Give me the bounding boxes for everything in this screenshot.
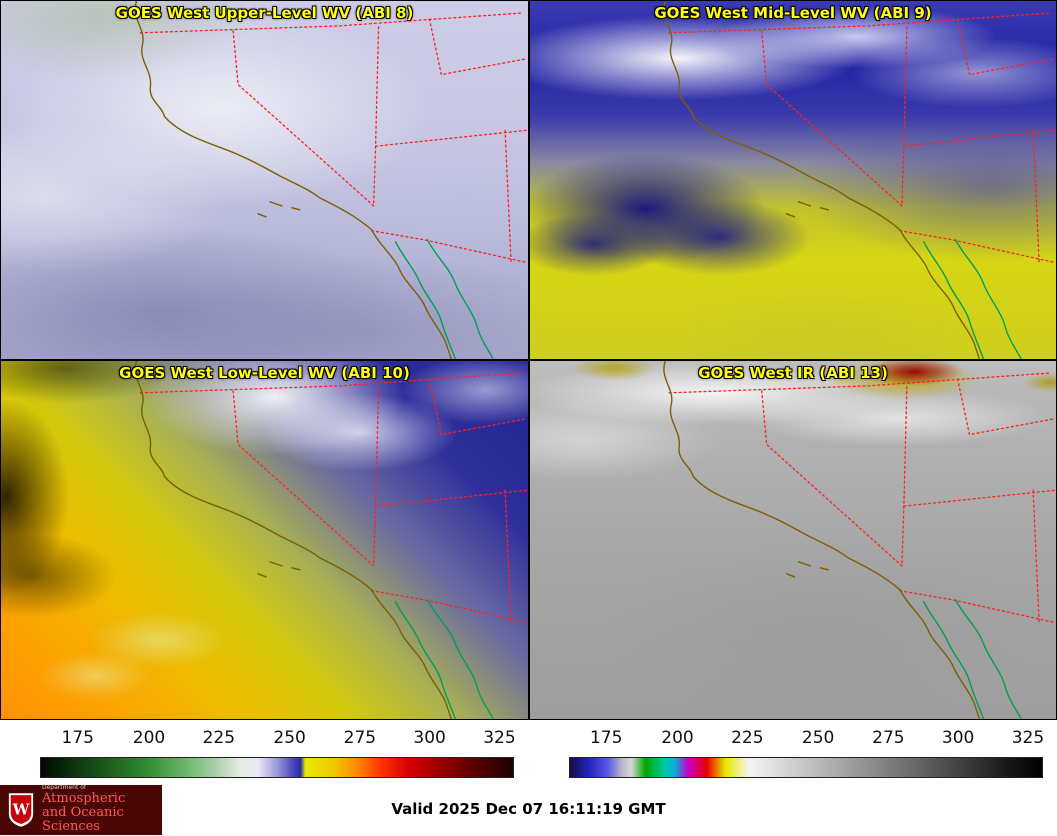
valid-time-label: Valid 2025 Dec 07 16:11:19 GMT bbox=[391, 800, 666, 818]
panel-low-level-wv: GOES West Low-Level WV (ABI 10) bbox=[0, 360, 529, 720]
colorbar-wv-gradient bbox=[40, 757, 514, 778]
logo-text: Department of Atmospheric and Oceanic Sc… bbox=[42, 785, 155, 834]
colorbar-tick: 275 bbox=[872, 728, 905, 748]
map-overlay bbox=[134, 1, 528, 359]
logo-dept-label: Department of bbox=[42, 784, 86, 792]
colorbar-tick: 325 bbox=[1011, 728, 1045, 748]
panel-title-ir: GOES West IR (ABI 13) bbox=[698, 364, 888, 382]
panel-title-low-wv: GOES West Low-Level WV (ABI 10) bbox=[119, 364, 410, 382]
colorbar-tick: 275 bbox=[343, 728, 377, 748]
image-grid: GOES West Upper-Level WV (ABI 8) GOES We… bbox=[0, 0, 1057, 720]
colorbar-tick: 300 bbox=[941, 728, 975, 748]
panel-title-upper-wv: GOES West Upper-Level WV (ABI 8) bbox=[115, 4, 414, 22]
panel-title-mid-wv: GOES West Mid-Level WV (ABI 9) bbox=[654, 4, 932, 22]
uw-aos-logo: W Department of Atmospheric and Oceanic … bbox=[0, 785, 162, 835]
colorbar-tick: 250 bbox=[273, 728, 306, 748]
uw-crest-icon: W bbox=[8, 793, 34, 827]
colorbar-ir: 175 200 225 250 275 300 325 bbox=[529, 720, 1057, 785]
map-overlay bbox=[663, 1, 1056, 359]
crest-letter: W bbox=[12, 801, 30, 819]
colorbar-tick: 175 bbox=[61, 728, 94, 748]
map-overlay bbox=[663, 361, 1056, 719]
panel-mid-level-wv: GOES West Mid-Level WV (ABI 9) bbox=[529, 0, 1057, 360]
panel-ir: GOES West IR (ABI 13) bbox=[529, 360, 1057, 720]
colorbar-strip: 175 200 225 250 275 300 325 175 200 225 … bbox=[0, 720, 1057, 785]
colorbar-ir-gradient bbox=[568, 757, 1043, 778]
colorbar-tick: 200 bbox=[132, 728, 166, 748]
map-overlay bbox=[134, 361, 528, 719]
logo-line-1: Atmospheric bbox=[42, 790, 126, 806]
colorbar-tick: 325 bbox=[483, 728, 516, 748]
colorbar-tick: 250 bbox=[801, 728, 835, 748]
panel-upper-level-wv: GOES West Upper-Level WV (ABI 8) bbox=[0, 0, 529, 360]
colorbar-tick: 200 bbox=[661, 728, 694, 748]
colorbar-tick: 225 bbox=[731, 728, 764, 748]
colorbar-tick: 225 bbox=[202, 728, 236, 748]
footer: W Department of Atmospheric and Oceanic … bbox=[0, 785, 1057, 836]
logo-line-2: and Oceanic Sciences bbox=[42, 805, 124, 835]
colorbar-wv: 175 200 225 250 275 300 325 bbox=[0, 720, 529, 785]
colorbar-tick: 175 bbox=[589, 728, 623, 748]
colorbar-tick: 300 bbox=[413, 728, 446, 748]
